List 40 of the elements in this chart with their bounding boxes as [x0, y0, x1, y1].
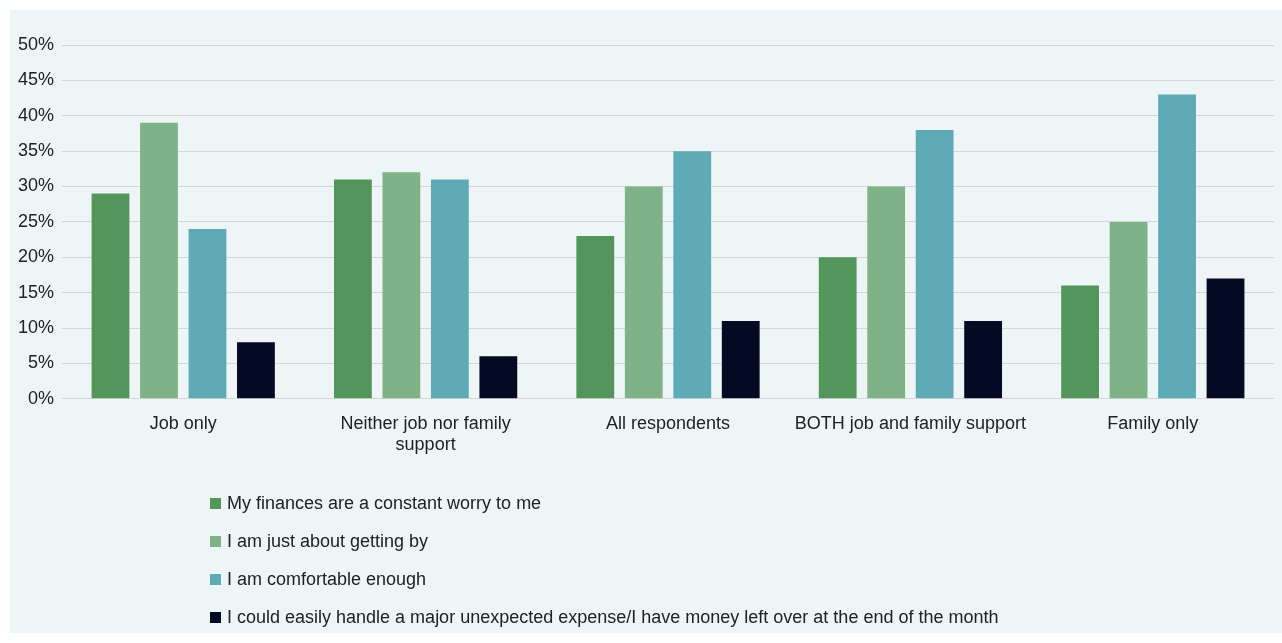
- bar: [430, 179, 469, 399]
- legend-label: I am just about getting by: [227, 530, 429, 552]
- y-tick-label: 25%: [18, 210, 55, 231]
- y-tick-label: 30%: [18, 175, 55, 196]
- y-tick-label: 45%: [18, 69, 55, 90]
- bar: [188, 228, 227, 399]
- x-tick-label: Family only: [1107, 412, 1199, 433]
- y-tick-label: 5%: [28, 352, 55, 373]
- legend-label: I am comfortable enough: [227, 568, 427, 590]
- bar: [1061, 285, 1099, 399]
- legend-label: I could easily handle a major unexpected expense/I have money left over at the end of the month: [227, 606, 999, 628]
- bar: [624, 186, 663, 399]
- bar: [867, 186, 906, 399]
- bar: [721, 320, 760, 399]
- bar: [237, 342, 275, 399]
- legend-label: My finances are a constant worry to me: [227, 492, 542, 514]
- bar: [140, 122, 178, 399]
- y-tick-label: 10%: [18, 317, 55, 338]
- y-tick-label: 0%: [28, 387, 55, 408]
- bar: [576, 236, 615, 399]
- y-tick-label: 40%: [18, 104, 55, 125]
- y-tick-label: 15%: [18, 281, 55, 302]
- bar: [1109, 221, 1148, 399]
- bar: [818, 257, 857, 399]
- y-tick-label: 50%: [18, 33, 55, 54]
- bar: [91, 193, 130, 399]
- bar: [479, 356, 518, 399]
- y-tick-label: 20%: [18, 246, 55, 267]
- x-tick-label: Neither job nor family support: [340, 412, 511, 455]
- bar: [673, 151, 712, 399]
- bar: [1206, 278, 1245, 399]
- bar: [915, 129, 954, 399]
- bar: [964, 320, 1003, 399]
- x-tick-label: All respondents: [605, 412, 731, 433]
- y-tick-label: 35%: [18, 140, 55, 161]
- bar: [1158, 94, 1196, 399]
- bar: [333, 179, 372, 399]
- bar: [382, 172, 421, 399]
- x-tick-label: BOTH job and family support: [794, 412, 1026, 433]
- x-tick-label: Job only: [149, 412, 217, 433]
